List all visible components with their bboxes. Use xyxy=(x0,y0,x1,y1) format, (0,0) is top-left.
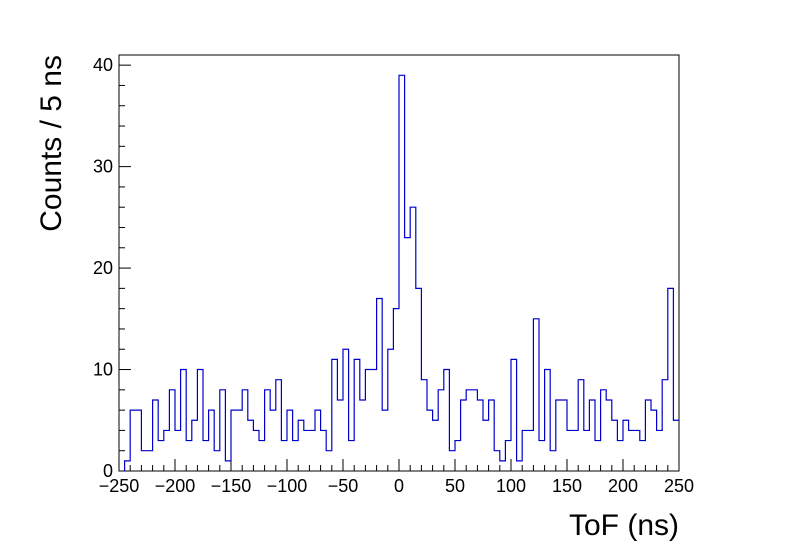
x-tick-label: −50 xyxy=(328,476,359,496)
x-tick-label: −200 xyxy=(155,476,196,496)
y-tick-label: 10 xyxy=(93,360,113,380)
histogram-series-line xyxy=(124,74,679,471)
x-tick-label: −100 xyxy=(267,476,308,496)
y-tick-label: 0 xyxy=(103,461,113,481)
x-tick-label: 100 xyxy=(496,476,526,496)
x-tick-label: 200 xyxy=(608,476,638,496)
x-tick-label: 150 xyxy=(552,476,582,496)
y-tick-label: 20 xyxy=(93,258,113,278)
x-tick-label: 0 xyxy=(394,476,404,496)
axis-ticks xyxy=(118,64,680,472)
y-tick-label: 30 xyxy=(93,157,113,177)
x-axis-title: ToF (ns) xyxy=(569,509,679,542)
y-axis-title: Counts / 5 ns xyxy=(35,55,68,232)
x-tick-label: 50 xyxy=(445,476,465,496)
x-tick-label: −150 xyxy=(211,476,252,496)
y-tick-label: 40 xyxy=(93,55,113,75)
x-tick-label: −250 xyxy=(99,476,140,496)
axis-tick-labels: −250 −200 −150 −100 −50 0 50 100 150 200 250 0 10 20 3… xyxy=(93,55,694,496)
x-tick-label: 250 xyxy=(664,476,694,496)
